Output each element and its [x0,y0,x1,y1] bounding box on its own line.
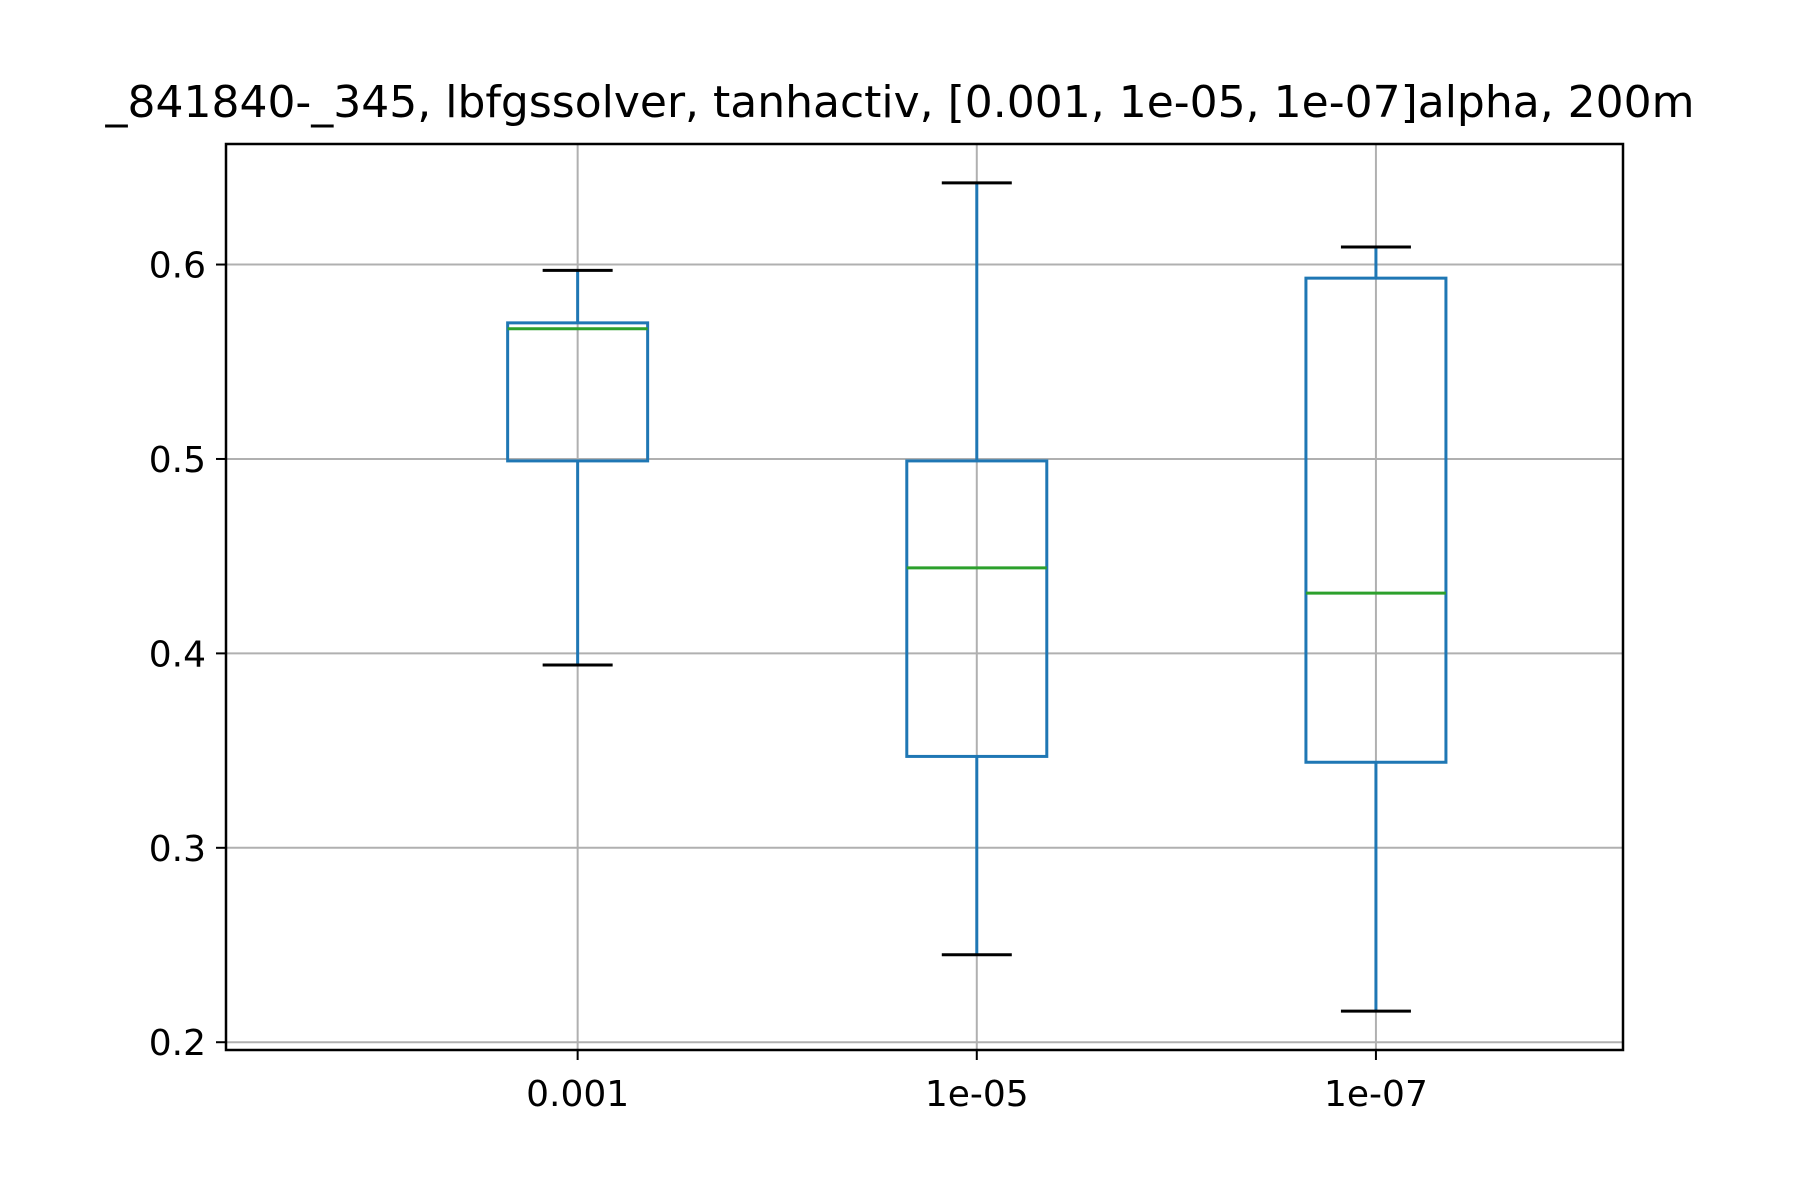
box-group-1e-05 [905,181,1049,957]
box-group-1e-07 [1304,245,1448,1013]
y-tick-label: 0.2 [149,1023,206,1064]
box-iqr [1304,276,1448,764]
x-tick-label: 1e-05 [925,1074,1029,1115]
y-tick-label: 0.6 [149,246,206,287]
x-tick-label: 0.001 [526,1074,629,1115]
plot-frame [224,142,1625,1052]
y-tick-label: 0.3 [149,829,206,870]
y-tick-label: 0.5 [149,440,206,481]
box-iqr [905,459,1049,758]
box-iqr [506,321,650,463]
x-tick-label: 1e-07 [1324,1074,1428,1115]
box-layer [506,181,1448,1013]
tick-layer: 0.2 0.3 0.4 0.5 0.6 0.001 1e-05 1e-07 [149,246,1428,1115]
box-group-0.001 [506,268,650,667]
chart-title: _841840-_345, lbfgssolver, tanhactiv, [0… [104,77,1694,128]
grid-layer [226,144,1623,1050]
y-tick-label: 0.4 [149,634,206,675]
